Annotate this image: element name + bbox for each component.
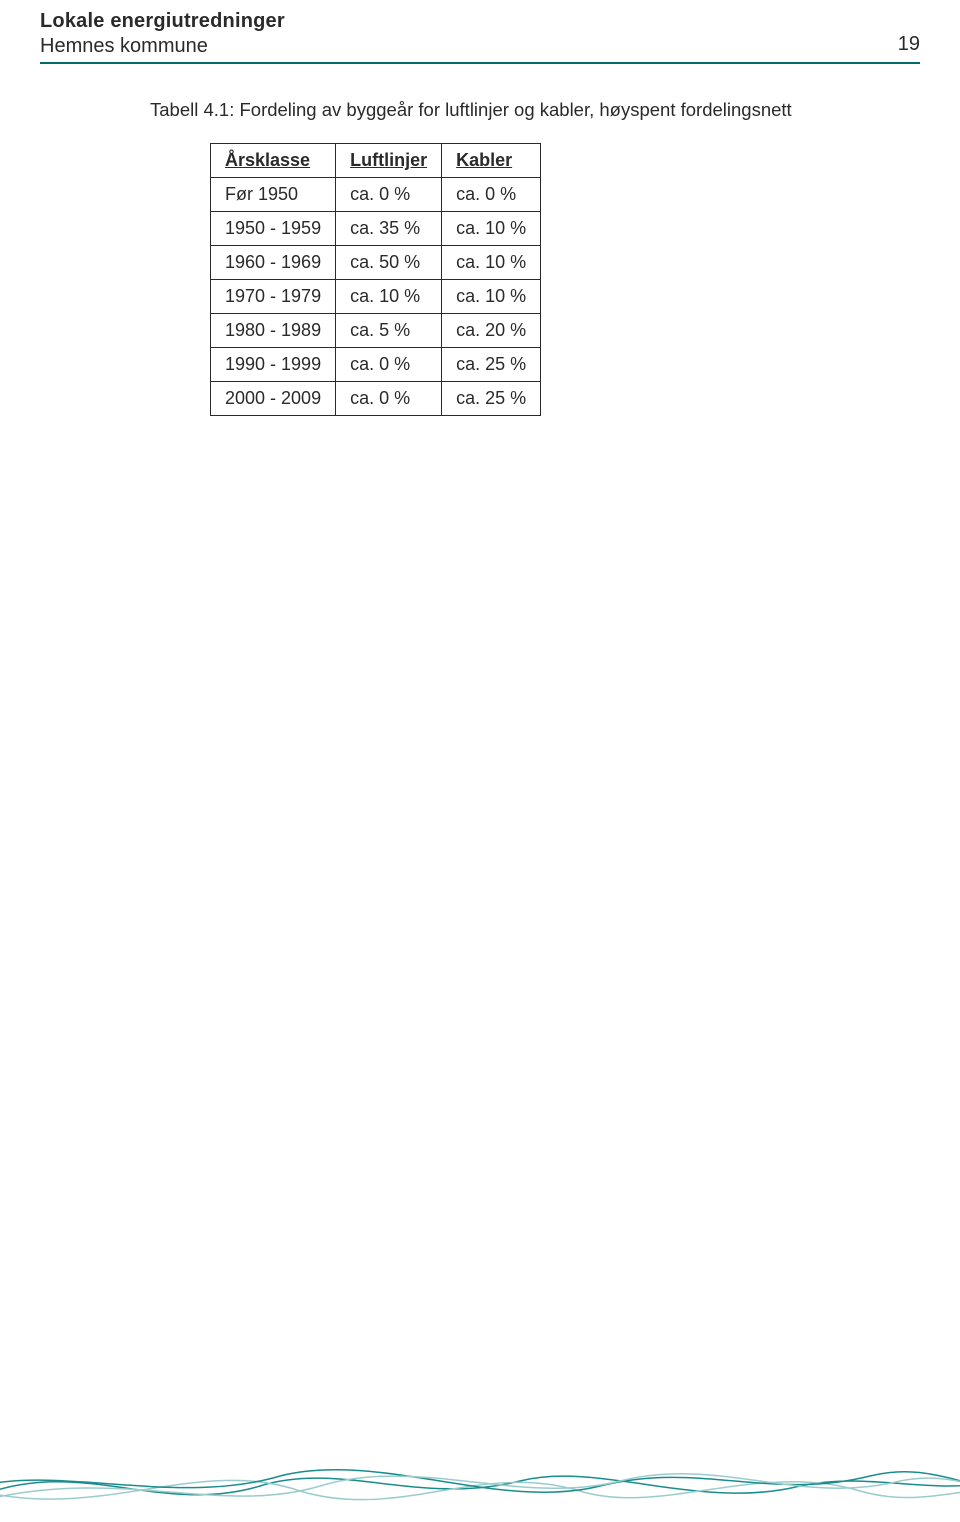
table-cell: ca. 0 %: [442, 178, 541, 212]
table-cell: ca. 5 %: [336, 314, 442, 348]
header-title-sub: Hemnes kommune: [40, 35, 208, 58]
table-row: 1970 - 1979 ca. 10 % ca. 10 %: [211, 280, 541, 314]
table-cell: ca. 0 %: [336, 382, 442, 416]
table-cell: 1980 - 1989: [211, 314, 336, 348]
table-cell: 1960 - 1969: [211, 246, 336, 280]
table-row: 1950 - 1959 ca. 35 % ca. 10 %: [211, 212, 541, 246]
table-caption: Tabell 4.1: Fordeling av byggeår for luf…: [150, 99, 920, 121]
table-row: 1980 - 1989 ca. 5 % ca. 20 %: [211, 314, 541, 348]
page-header: Lokale energiutredninger Hemnes kommune …: [0, 0, 960, 64]
table-header-cell: Luftlinjer: [336, 144, 442, 178]
table-cell: Før 1950: [211, 178, 336, 212]
table-cell: 1950 - 1959: [211, 212, 336, 246]
table-cell: ca. 10 %: [442, 212, 541, 246]
table-cell: ca. 10 %: [442, 246, 541, 280]
content-area: Tabell 4.1: Fordeling av byggeår for luf…: [0, 64, 960, 416]
table-cell: ca. 10 %: [336, 280, 442, 314]
table-cell: ca. 50 %: [336, 246, 442, 280]
table-header-row: Årsklasse Luftlinjer Kabler: [211, 144, 541, 178]
footer-waves: [0, 1436, 960, 1522]
table-cell: 1990 - 1999: [211, 348, 336, 382]
table-cell: ca. 0 %: [336, 348, 442, 382]
table-header-cell: Årsklasse: [211, 144, 336, 178]
table-cell: ca. 20 %: [442, 314, 541, 348]
table-header-cell: Kabler: [442, 144, 541, 178]
table-cell: ca. 0 %: [336, 178, 442, 212]
table-row: 1990 - 1999 ca. 0 % ca. 25 %: [211, 348, 541, 382]
header-title-main: Lokale energiutredninger: [40, 10, 920, 33]
table-row: 1960 - 1969 ca. 50 % ca. 10 %: [211, 246, 541, 280]
table-row: Før 1950 ca. 0 % ca. 0 %: [211, 178, 541, 212]
page-number: 19: [898, 33, 920, 58]
table-cell: ca. 10 %: [442, 280, 541, 314]
table-cell: 1970 - 1979: [211, 280, 336, 314]
data-table: Årsklasse Luftlinjer Kabler Før 1950 ca.…: [210, 143, 541, 416]
table-cell: ca. 35 %: [336, 212, 442, 246]
table-row: 2000 - 2009 ca. 0 % ca. 25 %: [211, 382, 541, 416]
table-cell: ca. 25 %: [442, 382, 541, 416]
table-cell: ca. 25 %: [442, 348, 541, 382]
table-cell: 2000 - 2009: [211, 382, 336, 416]
